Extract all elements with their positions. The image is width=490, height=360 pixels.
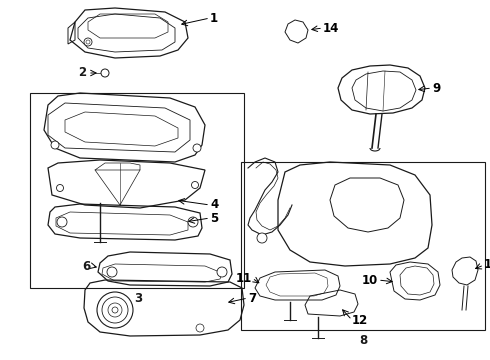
Circle shape <box>86 40 90 44</box>
Text: 8: 8 <box>359 333 367 346</box>
Text: 1: 1 <box>210 12 218 24</box>
Circle shape <box>192 181 198 189</box>
Circle shape <box>193 144 201 152</box>
Circle shape <box>107 267 117 277</box>
Circle shape <box>112 307 118 313</box>
Circle shape <box>57 217 67 227</box>
Bar <box>241 162 485 330</box>
Text: 6: 6 <box>82 260 90 273</box>
Circle shape <box>257 233 267 243</box>
Circle shape <box>51 141 59 149</box>
Circle shape <box>188 217 198 227</box>
Text: 2: 2 <box>78 67 86 80</box>
Text: 12: 12 <box>352 314 368 327</box>
Circle shape <box>97 292 133 328</box>
Circle shape <box>196 324 204 332</box>
Circle shape <box>56 184 64 192</box>
Text: 3: 3 <box>134 292 142 305</box>
Text: 14: 14 <box>323 22 340 35</box>
Text: 9: 9 <box>432 81 440 94</box>
Text: 11: 11 <box>236 271 252 284</box>
Circle shape <box>101 69 109 77</box>
Text: 13: 13 <box>484 258 490 271</box>
Text: 4: 4 <box>210 198 218 211</box>
Circle shape <box>84 38 92 46</box>
Circle shape <box>217 267 227 277</box>
Circle shape <box>102 297 128 323</box>
Bar <box>30 93 244 288</box>
Text: 5: 5 <box>210 211 218 225</box>
Circle shape <box>108 303 122 317</box>
Text: 7: 7 <box>248 292 256 305</box>
Text: 10: 10 <box>362 274 378 287</box>
